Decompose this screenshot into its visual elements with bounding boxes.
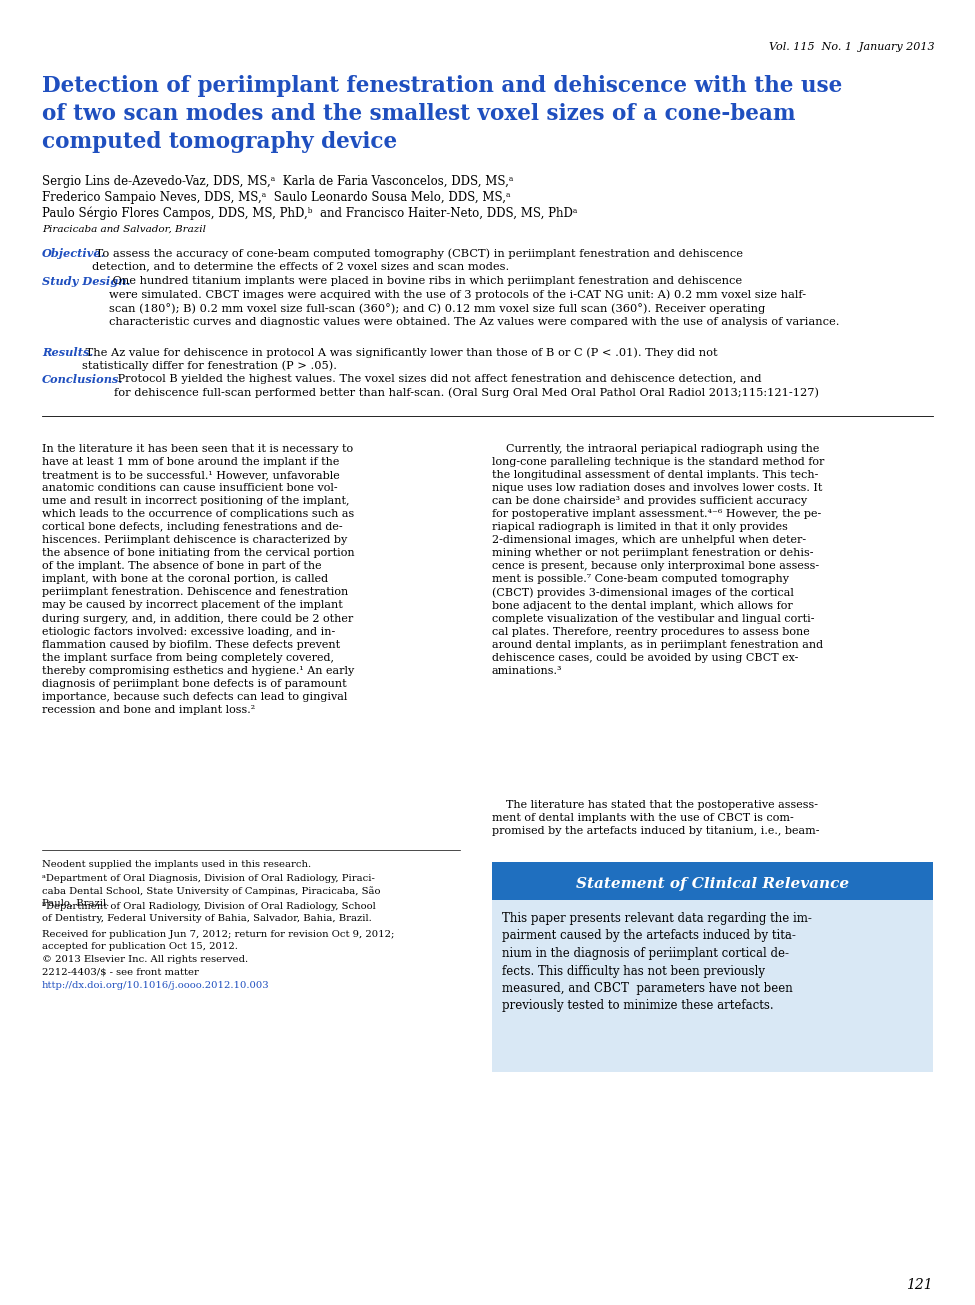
Bar	[492, 900, 933, 1071]
Text: The Az value for dehiscence in protocol A was significantly lower than those of : The Az value for dehiscence in protocol …	[82, 347, 718, 372]
Text: 121: 121	[907, 1278, 933, 1292]
Text: ᵃDepartment of Oral Diagnosis, Division of Oral Radiology, Piraci-
caba Dental S: ᵃDepartment of Oral Diagnosis, Division …	[42, 874, 380, 907]
Text: of two scan modes and the smallest voxel sizes of a cone-beam: of two scan modes and the smallest voxel…	[42, 103, 796, 125]
Text: ᵇDepartment of Oral Radiology, Division of Oral Radiology, School
of Dentistry, : ᵇDepartment of Oral Radiology, Division …	[42, 902, 375, 923]
Text: The literature has stated that the postoperative assess-
ment of dental implants: The literature has stated that the posto…	[492, 800, 820, 837]
Text: Vol. 115  No. 1  January 2013: Vol. 115 No. 1 January 2013	[769, 42, 935, 52]
Text: http://dx.doi.org/10.1016/j.oooo.2012.10.003: http://dx.doi.org/10.1016/j.oooo.2012.10…	[42, 981, 270, 990]
Text: Currently, the intraoral periapical radiograph using the
long-cone paralleling t: Currently, the intraoral periapical radi…	[492, 444, 825, 676]
Text: One hundred titanium implants were placed in bovine ribs in which periimplant fe: One hundred titanium implants were place…	[109, 275, 839, 328]
Text: © 2013 Elsevier Inc. All rights reserved.: © 2013 Elsevier Inc. All rights reserved…	[42, 955, 248, 964]
Text: Study Design.: Study Design.	[42, 275, 131, 287]
Text: Frederico Sampaio Neves, DDS, MS,ᵃ  Saulo Leonardo Sousa Melo, DDS, MS,ᵃ: Frederico Sampaio Neves, DDS, MS,ᵃ Saulo…	[42, 191, 511, 204]
Text: 2212-4403/$ - see front matter: 2212-4403/$ - see front matter	[42, 968, 199, 977]
Text: computed tomography device: computed tomography device	[42, 130, 397, 153]
Text: Paulo Sérgio Flores Campos, DDS, MS, PhD,ᵇ  and Francisco Haiter-Neto, DDS, MS, : Paulo Sérgio Flores Campos, DDS, MS, PhD…	[42, 207, 577, 221]
Text: To assess the accuracy of cone-beam computed tomography (CBCT) in periimplant fe: To assess the accuracy of cone-beam comp…	[92, 248, 743, 271]
Text: Sergio Lins de-Azevedo-Vaz, DDS, MS,ᵃ  Karla de Faria Vasconcelos, DDS, MS,ᵃ: Sergio Lins de-Azevedo-Vaz, DDS, MS,ᵃ Ka…	[42, 175, 514, 188]
Text: Detection of periimplant fenestration and dehiscence with the use: Detection of periimplant fenestration an…	[42, 74, 842, 97]
Text: Statement of Clinical Relevance: Statement of Clinical Relevance	[576, 877, 849, 891]
Text: Received for publication Jun 7, 2012; return for revision Oct 9, 2012;
accepted : Received for publication Jun 7, 2012; re…	[42, 930, 394, 950]
Text: Piracicaba and Salvador, Brazil: Piracicaba and Salvador, Brazil	[42, 224, 206, 234]
Text: Conclusions.: Conclusions.	[42, 375, 124, 385]
Text: Results.: Results.	[42, 347, 94, 358]
Text: Neodent supplied the implants used in this research.: Neodent supplied the implants used in th…	[42, 860, 311, 869]
Text: Objective.: Objective.	[42, 248, 105, 258]
Text: In the literature it has been seen that it is necessary to
have at least 1 mm of: In the literature it has been seen that …	[42, 444, 355, 715]
Text: This paper presents relevant data regarding the im-
pairment caused by the artef: This paper presents relevant data regard…	[502, 912, 812, 1013]
Bar	[492, 863, 933, 900]
Text: Protocol B yielded the highest values. The voxel sizes did not affect fenestrati: Protocol B yielded the highest values. T…	[114, 375, 819, 398]
